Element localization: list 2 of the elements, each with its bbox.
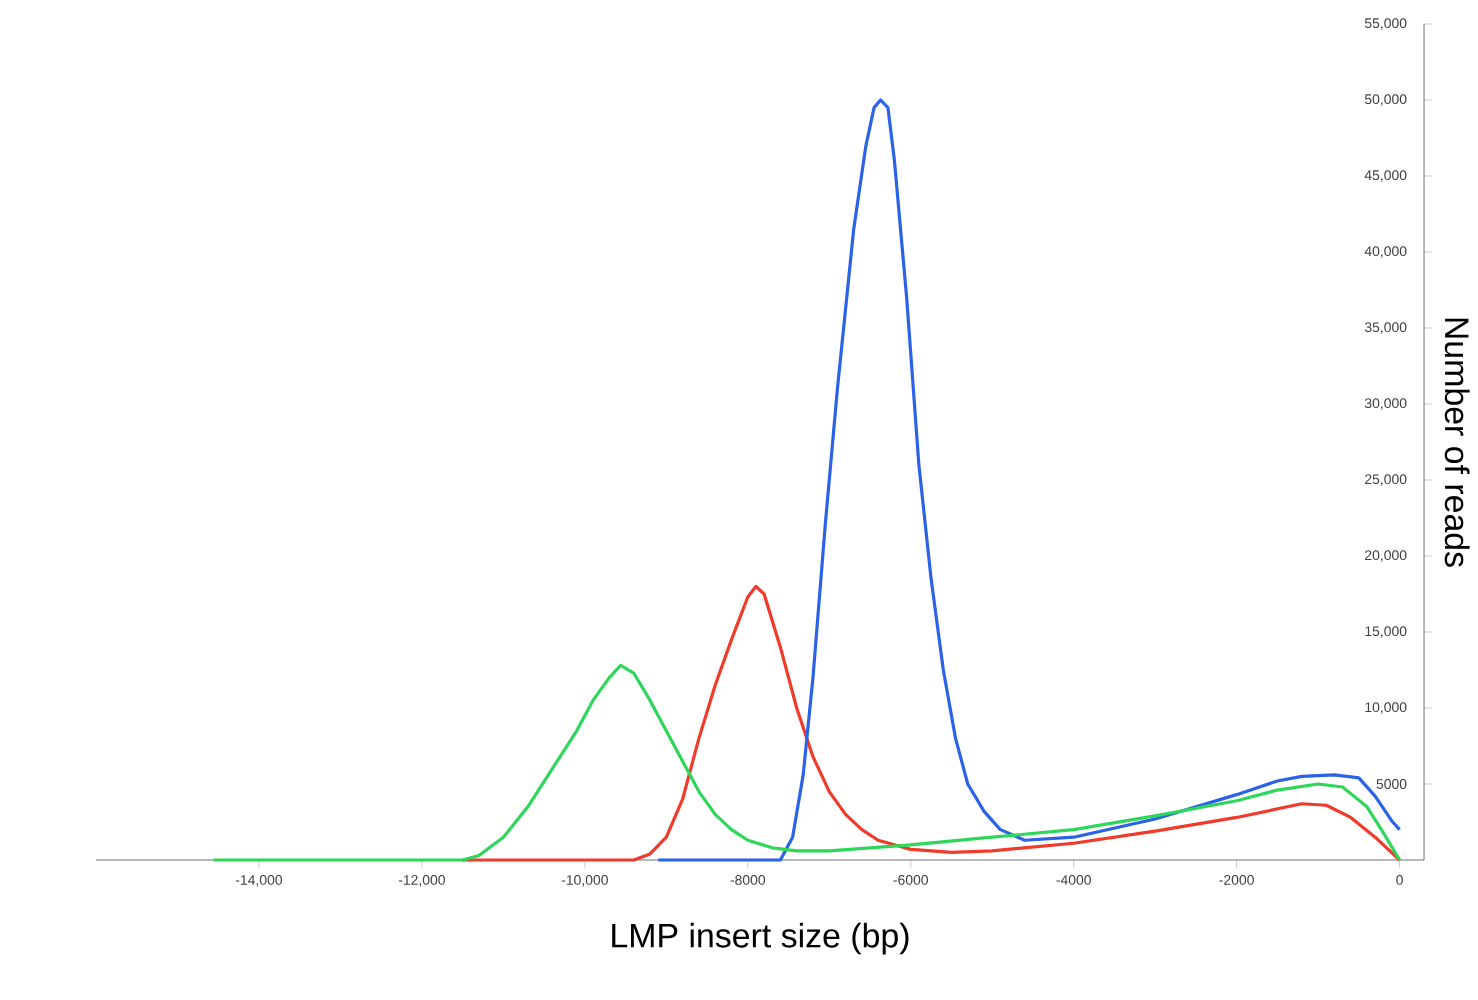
y-axis-title: Number of reads [1444, 318, 1470, 567]
x-axis-title: LMP insert size (bp) [612, 922, 909, 955]
